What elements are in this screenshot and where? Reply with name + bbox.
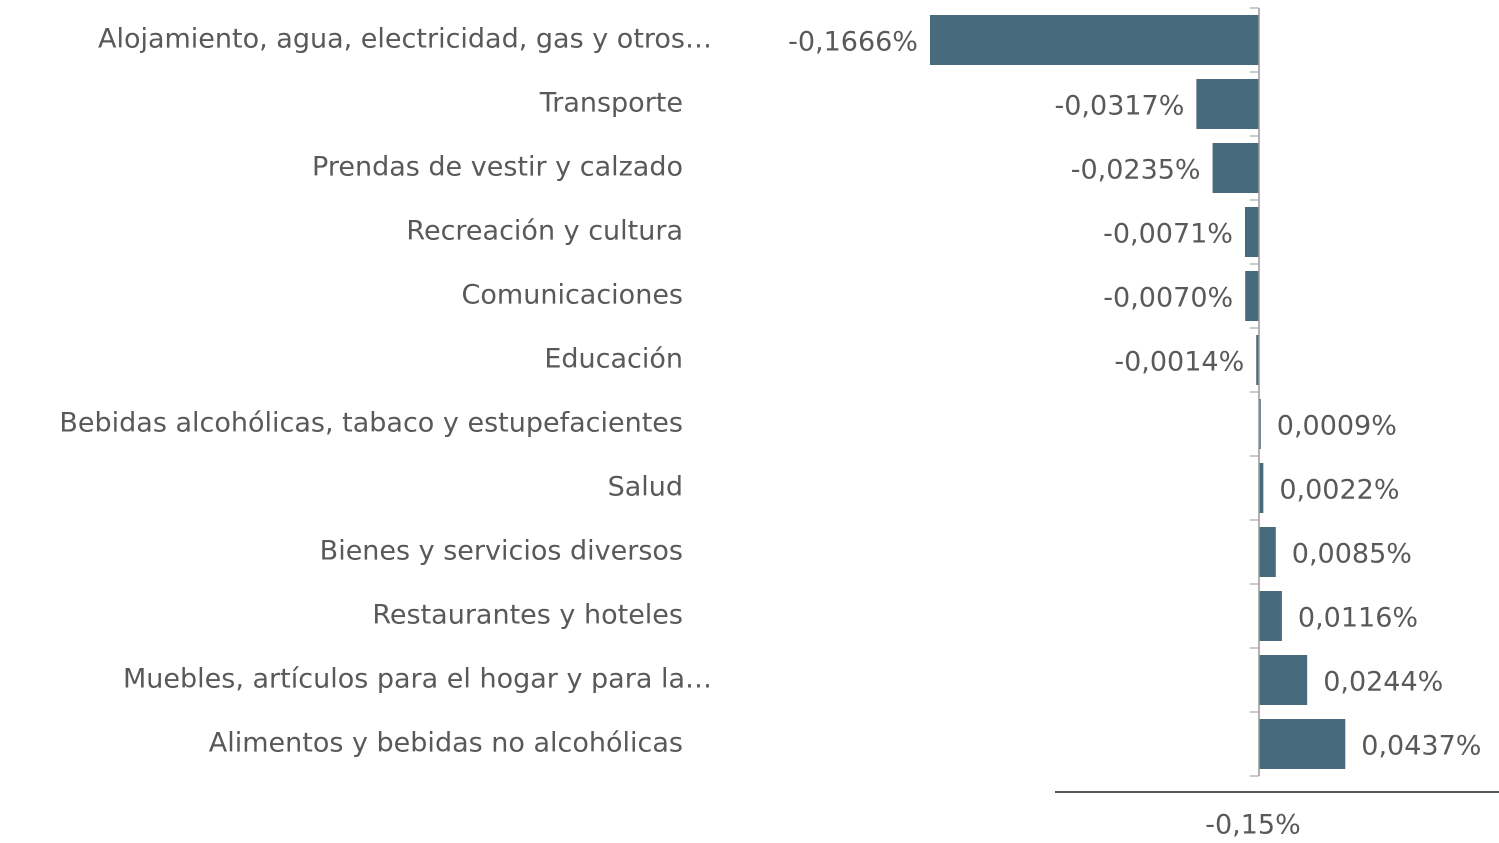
bar xyxy=(1256,335,1259,385)
category-label: Recreación y cultura xyxy=(406,216,683,247)
bar xyxy=(929,15,1259,65)
value-label: -0,0070% xyxy=(1103,283,1233,314)
value-label: -0,0071% xyxy=(1103,219,1233,250)
bar xyxy=(1259,527,1276,577)
value-label: 0,0437% xyxy=(1361,731,1481,762)
bar xyxy=(1259,719,1346,769)
value-label: -0,1666% xyxy=(788,27,918,58)
x-axis-label: -0,15% xyxy=(1205,810,1301,841)
value-label: -0,0014% xyxy=(1114,347,1244,378)
bar xyxy=(1259,463,1264,513)
value-label: 0,0244% xyxy=(1323,667,1443,698)
bar xyxy=(1259,591,1282,641)
category-label: Restaurantes y hoteles xyxy=(372,600,683,631)
category-label: Salud xyxy=(608,472,683,503)
category-label: Comunicaciones xyxy=(462,280,683,311)
bar xyxy=(1245,271,1259,321)
value-label: 0,0009% xyxy=(1277,411,1397,442)
value-label: 0,0022% xyxy=(1279,475,1399,506)
value-label: -0,0317% xyxy=(1055,91,1185,122)
value-label: -0,0235% xyxy=(1071,155,1201,186)
category-label: Prendas de vestir y calzado xyxy=(312,152,683,183)
category-label: Alojamiento, agua, electricidad, gas y o… xyxy=(98,24,712,55)
category-label: Muebles, artículos para el hogar y para … xyxy=(123,664,712,695)
category-label: Bienes y servicios diversos xyxy=(320,536,683,567)
value-label: 0,0085% xyxy=(1292,539,1412,570)
bar xyxy=(1212,143,1259,193)
bar xyxy=(1259,399,1261,449)
bar xyxy=(1259,655,1308,705)
category-label: Educación xyxy=(544,344,683,375)
bar xyxy=(1196,79,1259,129)
category-label: Alimentos y bebidas no alcohólicas xyxy=(209,728,683,759)
category-label: Transporte xyxy=(539,88,683,119)
value-label: 0,0116% xyxy=(1298,603,1418,634)
bar xyxy=(1244,207,1259,257)
category-label: Bebidas alcohólicas, tabaco y estupefaci… xyxy=(59,408,683,439)
